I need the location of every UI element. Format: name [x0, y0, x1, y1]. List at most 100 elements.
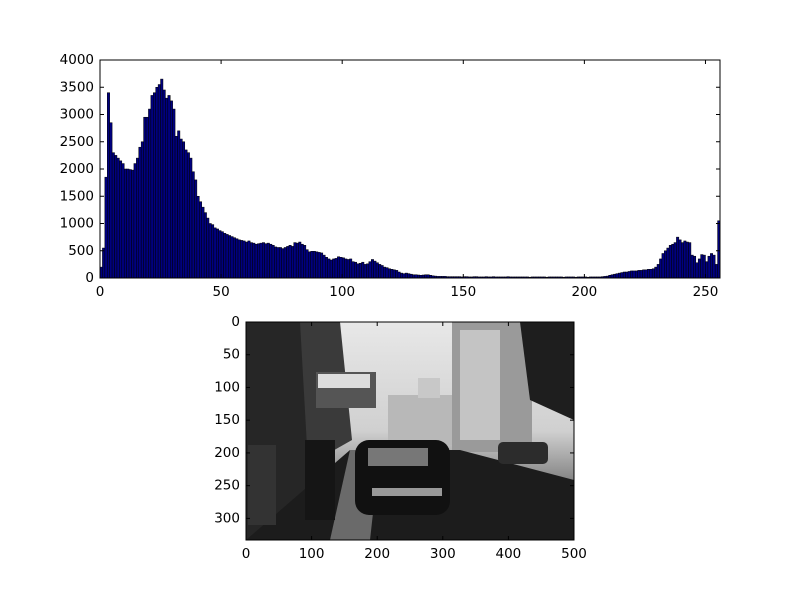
bar	[390, 269, 394, 279]
bar	[397, 271, 401, 279]
bar	[627, 271, 631, 279]
y-tick-label: 4000	[60, 52, 94, 68]
bar	[647, 269, 651, 279]
bar	[220, 231, 224, 279]
bar	[114, 155, 118, 279]
x-tick-label: 200	[571, 284, 597, 300]
bar	[184, 149, 188, 279]
bar	[262, 242, 265, 279]
bar	[121, 163, 125, 279]
bar	[237, 239, 241, 279]
bar	[179, 138, 183, 279]
bar	[615, 273, 619, 279]
bar	[380, 265, 384, 279]
bar	[402, 273, 406, 279]
bar	[620, 272, 624, 279]
bar	[259, 242, 263, 279]
bar	[291, 246, 294, 279]
bar	[676, 236, 680, 279]
bar	[354, 261, 357, 279]
bar	[177, 130, 181, 279]
bar	[194, 179, 198, 279]
y-tick-label: 500	[68, 243, 94, 259]
x-tick-label: 400	[496, 546, 522, 562]
x-tick-label: 200	[364, 546, 390, 562]
bar	[182, 141, 186, 279]
bar	[668, 245, 672, 279]
bar	[211, 224, 215, 279]
bar	[286, 246, 290, 279]
bar	[329, 259, 333, 279]
bar	[334, 258, 338, 279]
bar	[332, 258, 336, 279]
bar	[123, 168, 127, 279]
y-tick-label: 1000	[60, 216, 94, 232]
bar	[324, 257, 328, 279]
bar	[312, 251, 316, 279]
bar	[642, 269, 646, 279]
bar	[223, 233, 227, 279]
bar	[283, 247, 287, 279]
bar	[700, 254, 704, 279]
bar	[269, 243, 273, 279]
bar	[673, 242, 677, 279]
bar	[245, 241, 248, 279]
bar	[634, 270, 638, 279]
bar	[303, 245, 307, 279]
bar	[378, 264, 382, 279]
bar	[366, 263, 370, 279]
bar	[383, 266, 387, 279]
bar	[322, 254, 326, 279]
bar	[407, 273, 411, 279]
bar	[145, 116, 149, 279]
bar	[167, 95, 171, 279]
bar	[678, 239, 682, 279]
bar	[639, 270, 643, 279]
bar	[174, 136, 178, 279]
bar	[228, 235, 232, 279]
bar	[351, 261, 355, 279]
bar	[659, 258, 663, 279]
bar	[153, 92, 156, 279]
bar	[201, 206, 205, 279]
bar	[138, 146, 142, 279]
bar	[651, 268, 655, 279]
bar	[249, 242, 253, 279]
bar	[363, 264, 367, 279]
y-tick-label: 3500	[60, 79, 94, 95]
bar	[358, 263, 362, 279]
bar	[254, 243, 258, 279]
bar	[199, 201, 202, 279]
bar	[288, 245, 292, 279]
bar	[671, 243, 675, 279]
x-tick-label: 50	[213, 284, 230, 300]
bar	[632, 270, 636, 279]
bar	[349, 258, 353, 279]
bar	[252, 242, 256, 279]
bar	[305, 249, 309, 279]
x-tick-label: 500	[561, 546, 587, 562]
bar	[247, 240, 251, 279]
y-tick-label: 100	[214, 379, 240, 395]
bar	[162, 89, 166, 279]
bar	[395, 270, 399, 279]
bar	[111, 152, 115, 279]
x-tick-label: 0	[242, 546, 251, 562]
y-tick-label: 3000	[60, 107, 94, 123]
bar	[337, 256, 341, 279]
bar	[213, 227, 217, 279]
bar	[681, 242, 684, 279]
y-tick-label: 0	[85, 270, 94, 286]
bar	[242, 240, 246, 279]
bar	[133, 163, 137, 279]
bar	[102, 247, 106, 279]
bar	[613, 273, 617, 279]
bar	[371, 259, 374, 279]
bar	[310, 251, 314, 279]
bar	[264, 243, 268, 279]
y-tick-label: 150	[214, 412, 240, 428]
bar	[203, 212, 207, 279]
bar	[165, 97, 169, 279]
bar	[685, 241, 689, 279]
bar	[274, 246, 278, 279]
